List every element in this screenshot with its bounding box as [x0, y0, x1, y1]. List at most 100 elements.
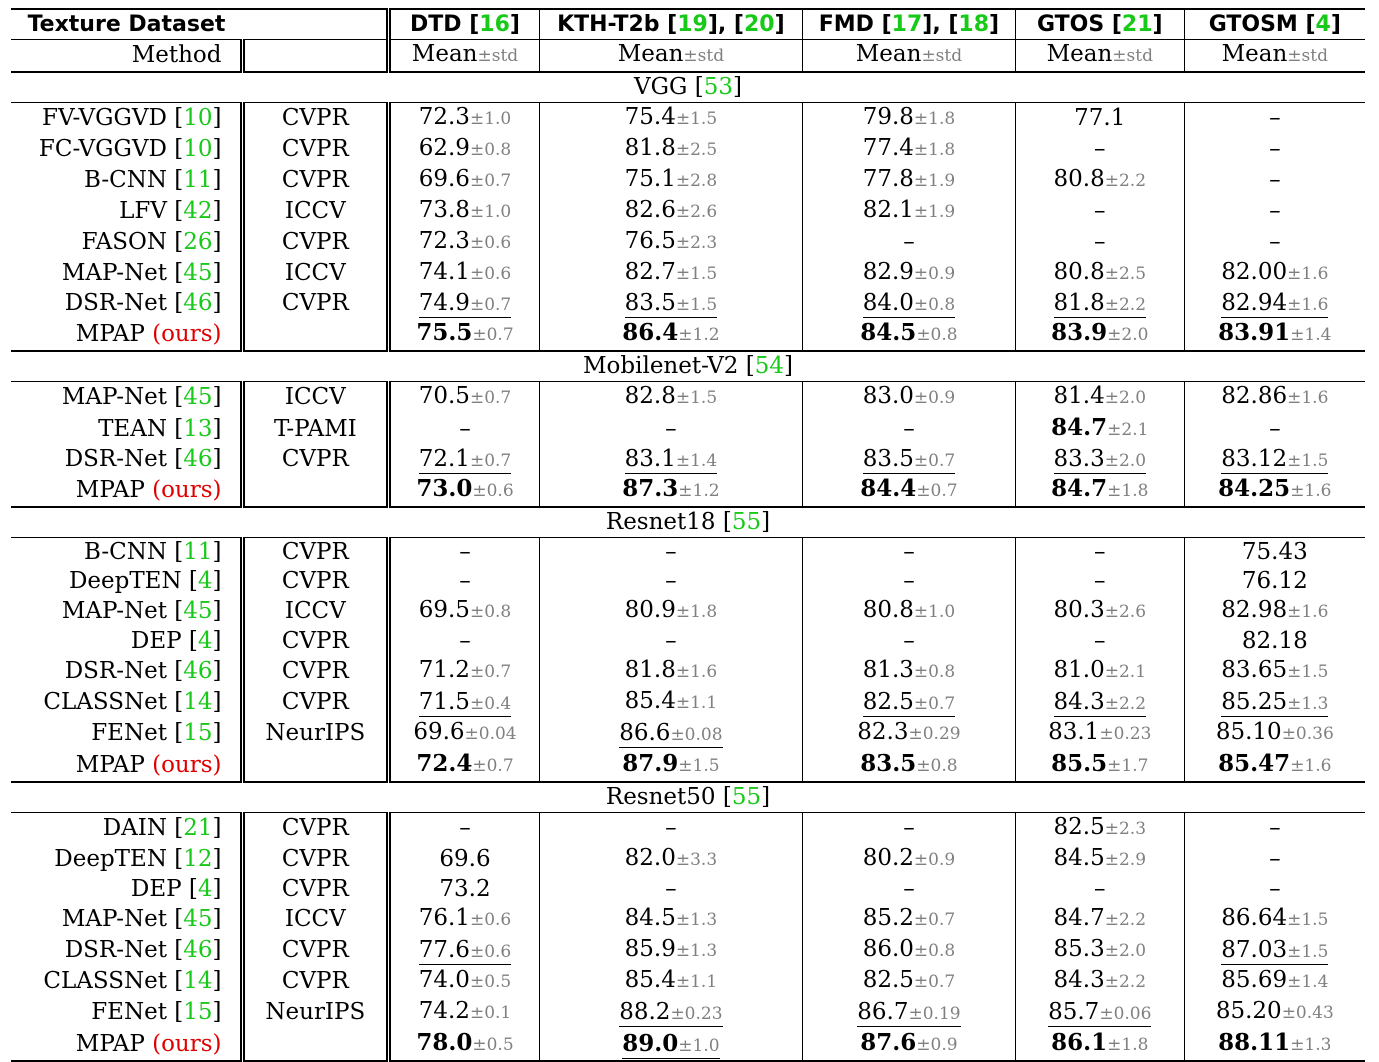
score-mean: 82.8 — [624, 383, 676, 409]
score-value: 85.4±1.1 — [625, 967, 718, 993]
method-cell: DeepTEN [4] — [11, 567, 245, 596]
score-mean: 83.1 — [624, 446, 676, 472]
score-value: – — [903, 876, 915, 902]
score-value: – — [1094, 568, 1106, 594]
score-value: – — [1269, 416, 1281, 442]
score-value: – — [903, 539, 915, 565]
score-value: – — [1094, 539, 1106, 565]
score-value: 72.4±0.7 — [416, 750, 513, 777]
score-cell: 87.03±1.5 — [1184, 935, 1365, 966]
venue-cell — [242, 474, 392, 507]
score-mean: 81.8 — [624, 657, 676, 683]
score-mean: – — [1269, 415, 1281, 442]
score-mean: 79.8 — [862, 104, 914, 130]
citation-ref: 45 — [183, 598, 213, 624]
score-value: 80.9±1.8 — [625, 597, 718, 623]
score-cell: 76.1±0.6 — [388, 904, 540, 935]
method-name: MAP-Net — [61, 260, 167, 286]
venue-cell: CVPR — [242, 227, 392, 258]
score-mean: – — [1094, 136, 1106, 162]
table-row: MAP-Net [45] ICCV 74.1±0.6 82.7±1.5 82.9±0.9… — [11, 258, 1365, 289]
score-value: 82.86±1.6 — [1221, 383, 1328, 409]
score-mean: 85.3 — [1053, 936, 1105, 962]
citation-ref: 46 — [183, 446, 213, 472]
score-cell: 82.3±0.29 — [802, 718, 1016, 749]
score-std: ±1.5 — [675, 264, 718, 284]
score-value: 85.10±0.36 — [1216, 719, 1334, 745]
score-std: ±0.9 — [913, 388, 956, 408]
score-std: ±1.5 — [678, 756, 720, 776]
score-cell: – — [1184, 227, 1365, 258]
venue-cell: T-PAMI — [242, 413, 392, 445]
score-mean: – — [903, 568, 915, 594]
score-mean: – — [1269, 167, 1281, 193]
score-value: 85.25±1.3 — [1221, 690, 1329, 717]
citation-ref: 20 — [744, 12, 775, 37]
dataset-name: GTOSM — [1208, 12, 1298, 37]
score-std: ±3.3 — [675, 850, 718, 870]
score-mean: – — [903, 628, 915, 654]
score-cell: – — [1184, 844, 1365, 875]
score-cell: 81.8±2.5 — [539, 134, 803, 165]
score-value: 84.5±2.9 — [1054, 845, 1147, 871]
score-value: 76.5±2.3 — [625, 228, 718, 254]
score-std: ±0.7 — [469, 295, 512, 315]
score-cell: – — [539, 812, 803, 844]
score-mean: 84.25 — [1218, 475, 1291, 502]
score-std: ±1.8 — [913, 109, 956, 129]
score-cell: 83.9±2.0 — [1015, 318, 1185, 351]
score-cell: 62.9±0.8 — [388, 134, 540, 165]
method-cell: FENet [15] — [11, 718, 245, 749]
score-value: – — [459, 416, 471, 442]
score-value: 83.12±1.5 — [1221, 447, 1329, 474]
score-mean: 88.2 — [619, 999, 671, 1025]
score-std: ±1.6 — [1287, 264, 1329, 284]
score-value: 75.1±2.8 — [625, 166, 718, 192]
citation-ref: 46 — [183, 658, 213, 684]
score-mean: 80.8 — [1053, 166, 1105, 192]
score-std: ±0.7 — [913, 694, 956, 714]
score-value: 85.20±0.43 — [1216, 998, 1334, 1024]
score-mean: 81.4 — [1053, 383, 1105, 409]
header-dataset-gtosm: GTOSM [4] — [1184, 8, 1365, 40]
citation-ref: 21 — [183, 815, 213, 841]
method-name: MAP-Net — [61, 384, 167, 410]
score-cell: – — [802, 812, 1016, 844]
method-cell: B-CNN [11] — [11, 537, 245, 567]
score-mean: 85.9 — [624, 936, 676, 962]
table-row: DSR-Net [46] CVPR 71.2±0.7 81.8±1.6 81.3±0.8… — [11, 656, 1365, 687]
score-value: 72.1±0.7 — [418, 447, 512, 474]
score-value: – — [1094, 136, 1106, 162]
score-value: 85.47±1.6 — [1218, 750, 1331, 777]
table-row: MPAP (ours) 73.0±0.6 87.3±1.2 84.4±0.7 84.7±… — [11, 474, 1365, 507]
section-header-row: Resnet18 [55] — [11, 506, 1365, 538]
score-cell: – — [1015, 875, 1185, 904]
score-cell: 80.2±0.9 — [802, 844, 1016, 875]
score-value: – — [665, 815, 677, 841]
score-cell: 87.6±0.9 — [802, 1028, 1016, 1062]
score-cell: 75.5±0.7 — [388, 318, 540, 351]
score-cell: 87.3±1.2 — [539, 474, 803, 507]
score-value: 85.5±1.7 — [1051, 750, 1148, 777]
score-mean: – — [1269, 846, 1281, 872]
score-cell: 80.8±2.5 — [1015, 258, 1185, 289]
score-std: ±1.6 — [1287, 388, 1329, 408]
score-value: 81.8±2.5 — [625, 135, 718, 161]
method-cell: FENet [15] — [11, 997, 245, 1028]
score-std: ±2.6 — [675, 202, 718, 222]
score-cell: – — [388, 812, 540, 844]
score-value: 69.6 — [439, 846, 490, 872]
score-std: ±1.1 — [675, 972, 718, 992]
score-mean: 82.00 — [1221, 259, 1288, 285]
score-mean: 75.4 — [624, 104, 676, 130]
score-mean: 86.1 — [1051, 1029, 1108, 1056]
score-cell: 85.10±0.36 — [1184, 718, 1365, 749]
score-value: 83.65±1.5 — [1221, 657, 1328, 683]
method-cell: MAP-Net [45] — [11, 381, 245, 413]
score-cell: – — [539, 413, 803, 445]
score-cell: 85.2±0.7 — [802, 904, 1016, 935]
score-cell: 83.12±1.5 — [1184, 445, 1365, 474]
score-mean: 84.3 — [1053, 689, 1105, 715]
citation-ref: 19 — [677, 12, 708, 37]
venue-cell: ICCV — [242, 904, 392, 935]
